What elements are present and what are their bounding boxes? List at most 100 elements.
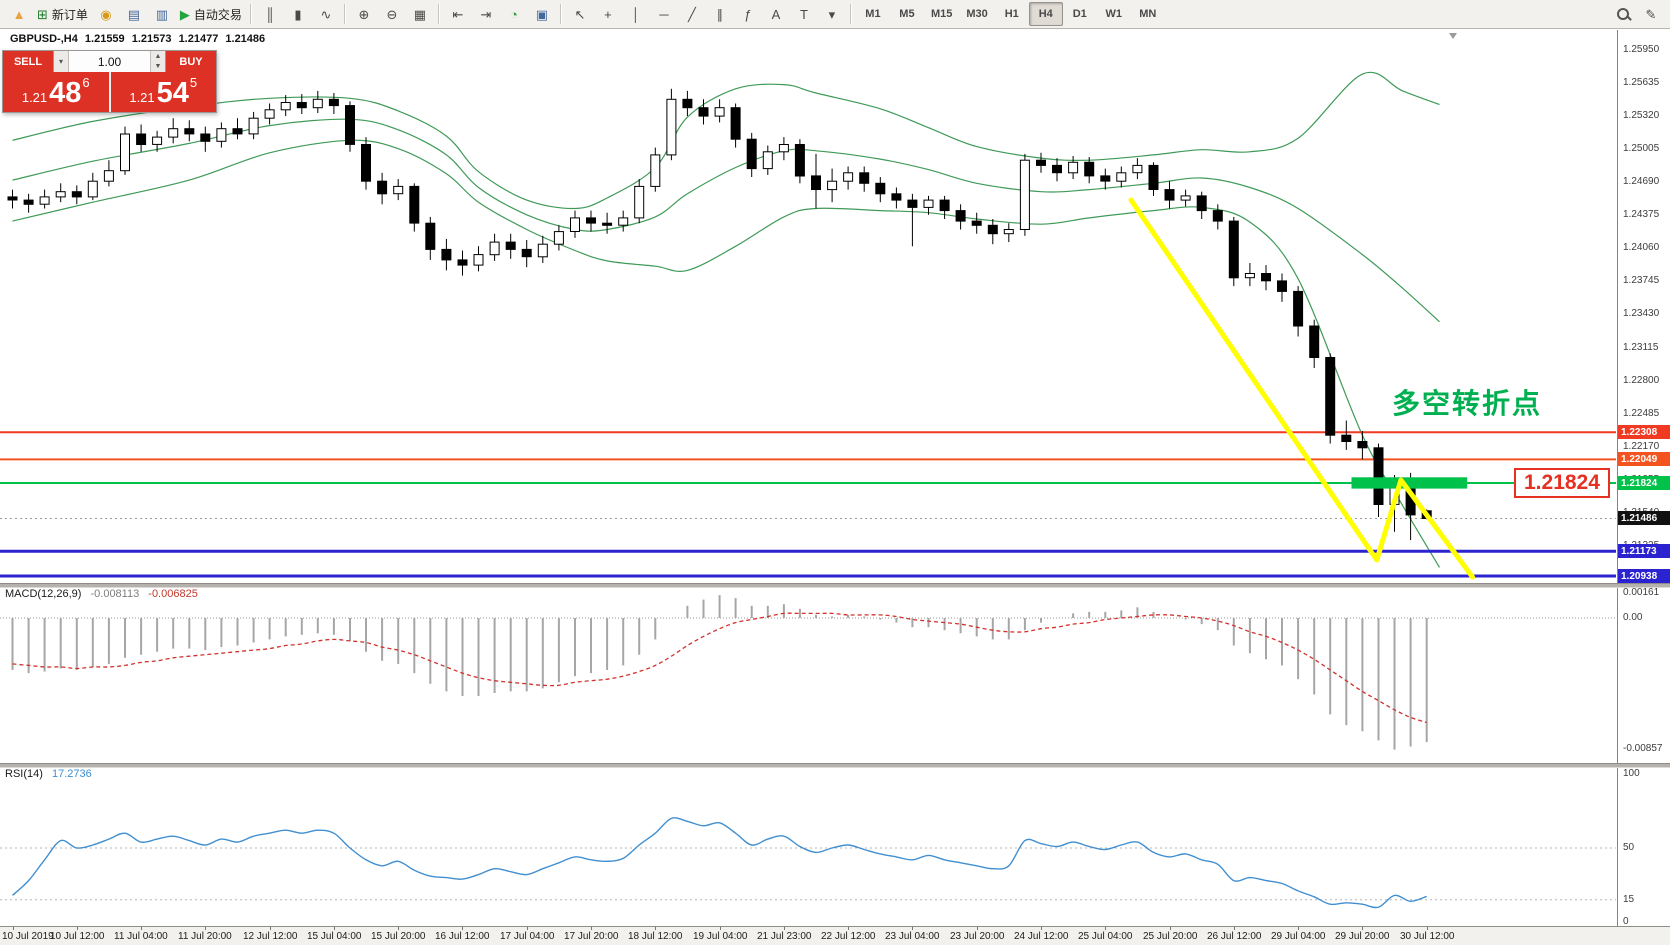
timeframe-m30-button[interactable]: M30 [966,8,988,20]
indicators-list-icon: ▣ [535,6,549,22]
time-axis[interactable]: 10 Jul 2019 10 Jul 12:00 11 Jul 04:00 11 Ju… [0,926,1670,945]
bollinger-upper-band [12,71,1440,210]
price-level-badge: 1.22308 [1618,425,1670,439]
current-price-badge: 1.21486 [1618,511,1670,525]
price-level-badge: 1.21824 [1618,476,1670,490]
zoom-in-button[interactable]: ⊕ [350,2,378,26]
volume-field[interactable]: ▾ 1.00 ▲ ▼ [53,51,166,72]
autotrading-icon: ▶ [179,6,190,22]
chart-forward-button[interactable]: ⇥ [472,2,500,26]
chart-back-button[interactable]: ⇤ [444,2,472,26]
time-axis-tick [1041,927,1042,930]
timeframe-h4-button[interactable]: H4 [1028,2,1063,26]
timeframe-w1-button[interactable]: W1 [1105,8,1123,20]
volume-stepper[interactable]: ▲ ▼ [150,51,165,72]
rsi-scale-label: 50 [1623,842,1635,853]
candlestick-chart-icon: ▮ [294,6,302,22]
timeframe-m5-button[interactable]: M5 [899,8,915,20]
price-callout-label[interactable]: 1.21824 [1514,468,1610,498]
timeframe-m15-button[interactable]: M15 [930,8,953,20]
data-window-icon[interactable]: ▥ [148,2,176,26]
candlestick-series[interactable] [7,88,1432,541]
macd-indicator-label: MACD(12,26,9) -0.008113 -0.006825 [5,588,198,600]
panel-separator[interactable] [0,583,1670,588]
panel-separator[interactable] [0,763,1670,768]
price-tick-label: 1.22800 [1623,375,1660,386]
time-axis-label: 10 Jul 2019 [2,931,54,942]
time-axis-tick [720,927,721,930]
new-order-button[interactable]: ⊞ 新订单 [37,6,88,22]
timeframe-mn-button[interactable]: MN [1139,8,1157,20]
buy-price-sup: 5 [189,75,198,90]
time-axis-label: 11 Jul 20:00 [178,931,232,942]
ohlc-readout: GBPUSD-,H4 1.21559 1.21573 1.21477 1.214… [10,33,269,45]
label-button[interactable]: T [790,2,818,26]
timeframe-m1-button[interactable]: M1 [865,8,881,20]
mt-logo-icon-icon: ▲ [12,6,26,22]
time-axis-label: 11 Jul 04:00 [114,931,168,942]
trendline-icon: ╱ [688,6,696,22]
text-button[interactable]: A [762,2,790,26]
quote-close: 1.21486 [225,33,266,45]
indicators-list-button[interactable]: ▣ [528,2,556,26]
price-level-badge: 1.21173 [1618,544,1670,558]
line-chart-button[interactable]: ∿ [312,2,340,26]
cursor-button[interactable]: ↖ [566,2,594,26]
rsi-scale-label: 15 [1623,894,1635,905]
time-axis-label: 21 Jul 23:00 [757,931,812,942]
price-tick-label: 1.24060 [1623,242,1660,253]
zoom-out-button[interactable]: ⊖ [378,2,406,26]
buy-price-display[interactable]: 1.21 54 5 [111,72,217,112]
trendline-drawing[interactable] [1128,197,1475,580]
candlestick-chart-button[interactable]: ▮ [284,2,312,26]
time-axis-tick [205,927,206,930]
crosshair-button[interactable]: + [594,2,622,26]
volume-down-icon[interactable]: ▼ [154,63,162,71]
timeframe-d1-button[interactable]: D1 [1072,8,1087,20]
tile-windows-button[interactable]: ▦ [406,2,434,26]
price-scale[interactable]: 1.25950 1.25635 1.25320 1.25005 1.24690 1.243… [1617,30,1670,927]
toolbar-separator [437,4,440,24]
search-button[interactable] [1609,2,1637,26]
shapes-dropdown[interactable]: ▾ [818,2,846,26]
time-axis-tick [1298,927,1299,930]
horizontal-line-button[interactable]: ─ [650,2,678,26]
volume-up-icon[interactable]: ▲ [154,52,162,60]
support-zone-rectangle[interactable] [1351,477,1468,489]
toolbar-left-groups: ▲ ⊞ 新订单 ◉ ▤ ▥ ▶ 自动交易 ║ ▮ ∿ ⊕ ⊖ ▦ ⇤ ⇥ ◔ ▣ ↖ + │ ─ ╱ ∥ ƒ A T ▾ M1 M5 M15… [5,2,1165,26]
sell-button[interactable]: SELL [3,51,53,72]
buy-price-big: 54 [156,77,189,109]
price-tick-label: 1.24375 [1623,209,1660,220]
time-axis-label: 23 Jul 20:00 [950,931,1005,942]
alert-horn-icon[interactable]: ◉ [92,2,120,26]
horizontal-line-icon: ─ [659,6,669,22]
chart-canvas[interactable] [0,30,1670,926]
symbol-period-label: GBPUSD-,H4 [10,33,78,45]
quick-edit-button[interactable]: ✎ [1637,2,1665,26]
time-axis-tick [334,927,335,930]
price-tick-label: 1.24690 [1623,176,1660,187]
volume-value[interactable]: 1.00 [97,54,122,69]
autotrading-button[interactable]: ▶ 自动交易 [179,6,242,22]
new-order-icon: ⊞ [37,6,48,22]
fibonacci-button[interactable]: ƒ [734,2,762,26]
strategy-tester-icon[interactable]: ◔ [500,2,528,26]
timeframe-h1-button[interactable]: H1 [1004,8,1019,20]
bollinger-lower-band [12,139,1441,568]
time-axis-tick [1362,927,1363,930]
bar-chart-button[interactable]: ║ [256,2,284,26]
sell-price-display[interactable]: 1.21 48 6 [3,72,111,112]
trendline-button[interactable]: ╱ [678,2,706,26]
time-axis-tick [1427,927,1428,930]
vertical-line-button[interactable]: │ [622,2,650,26]
chart-text-annotation[interactable]: 多空转折点 [1392,388,1543,419]
time-axis-tick [527,927,528,930]
chart-shift-marker[interactable] [1449,33,1457,39]
buy-button[interactable]: BUY [166,51,216,72]
time-axis-label: 12 Jul 12:00 [243,931,298,942]
fibonacci-icon: ƒ [744,6,752,22]
volume-dropdown-icon[interactable]: ▾ [54,51,69,72]
market-watch-icon[interactable]: ▤ [120,2,148,26]
channel-button[interactable]: ∥ [706,2,734,26]
